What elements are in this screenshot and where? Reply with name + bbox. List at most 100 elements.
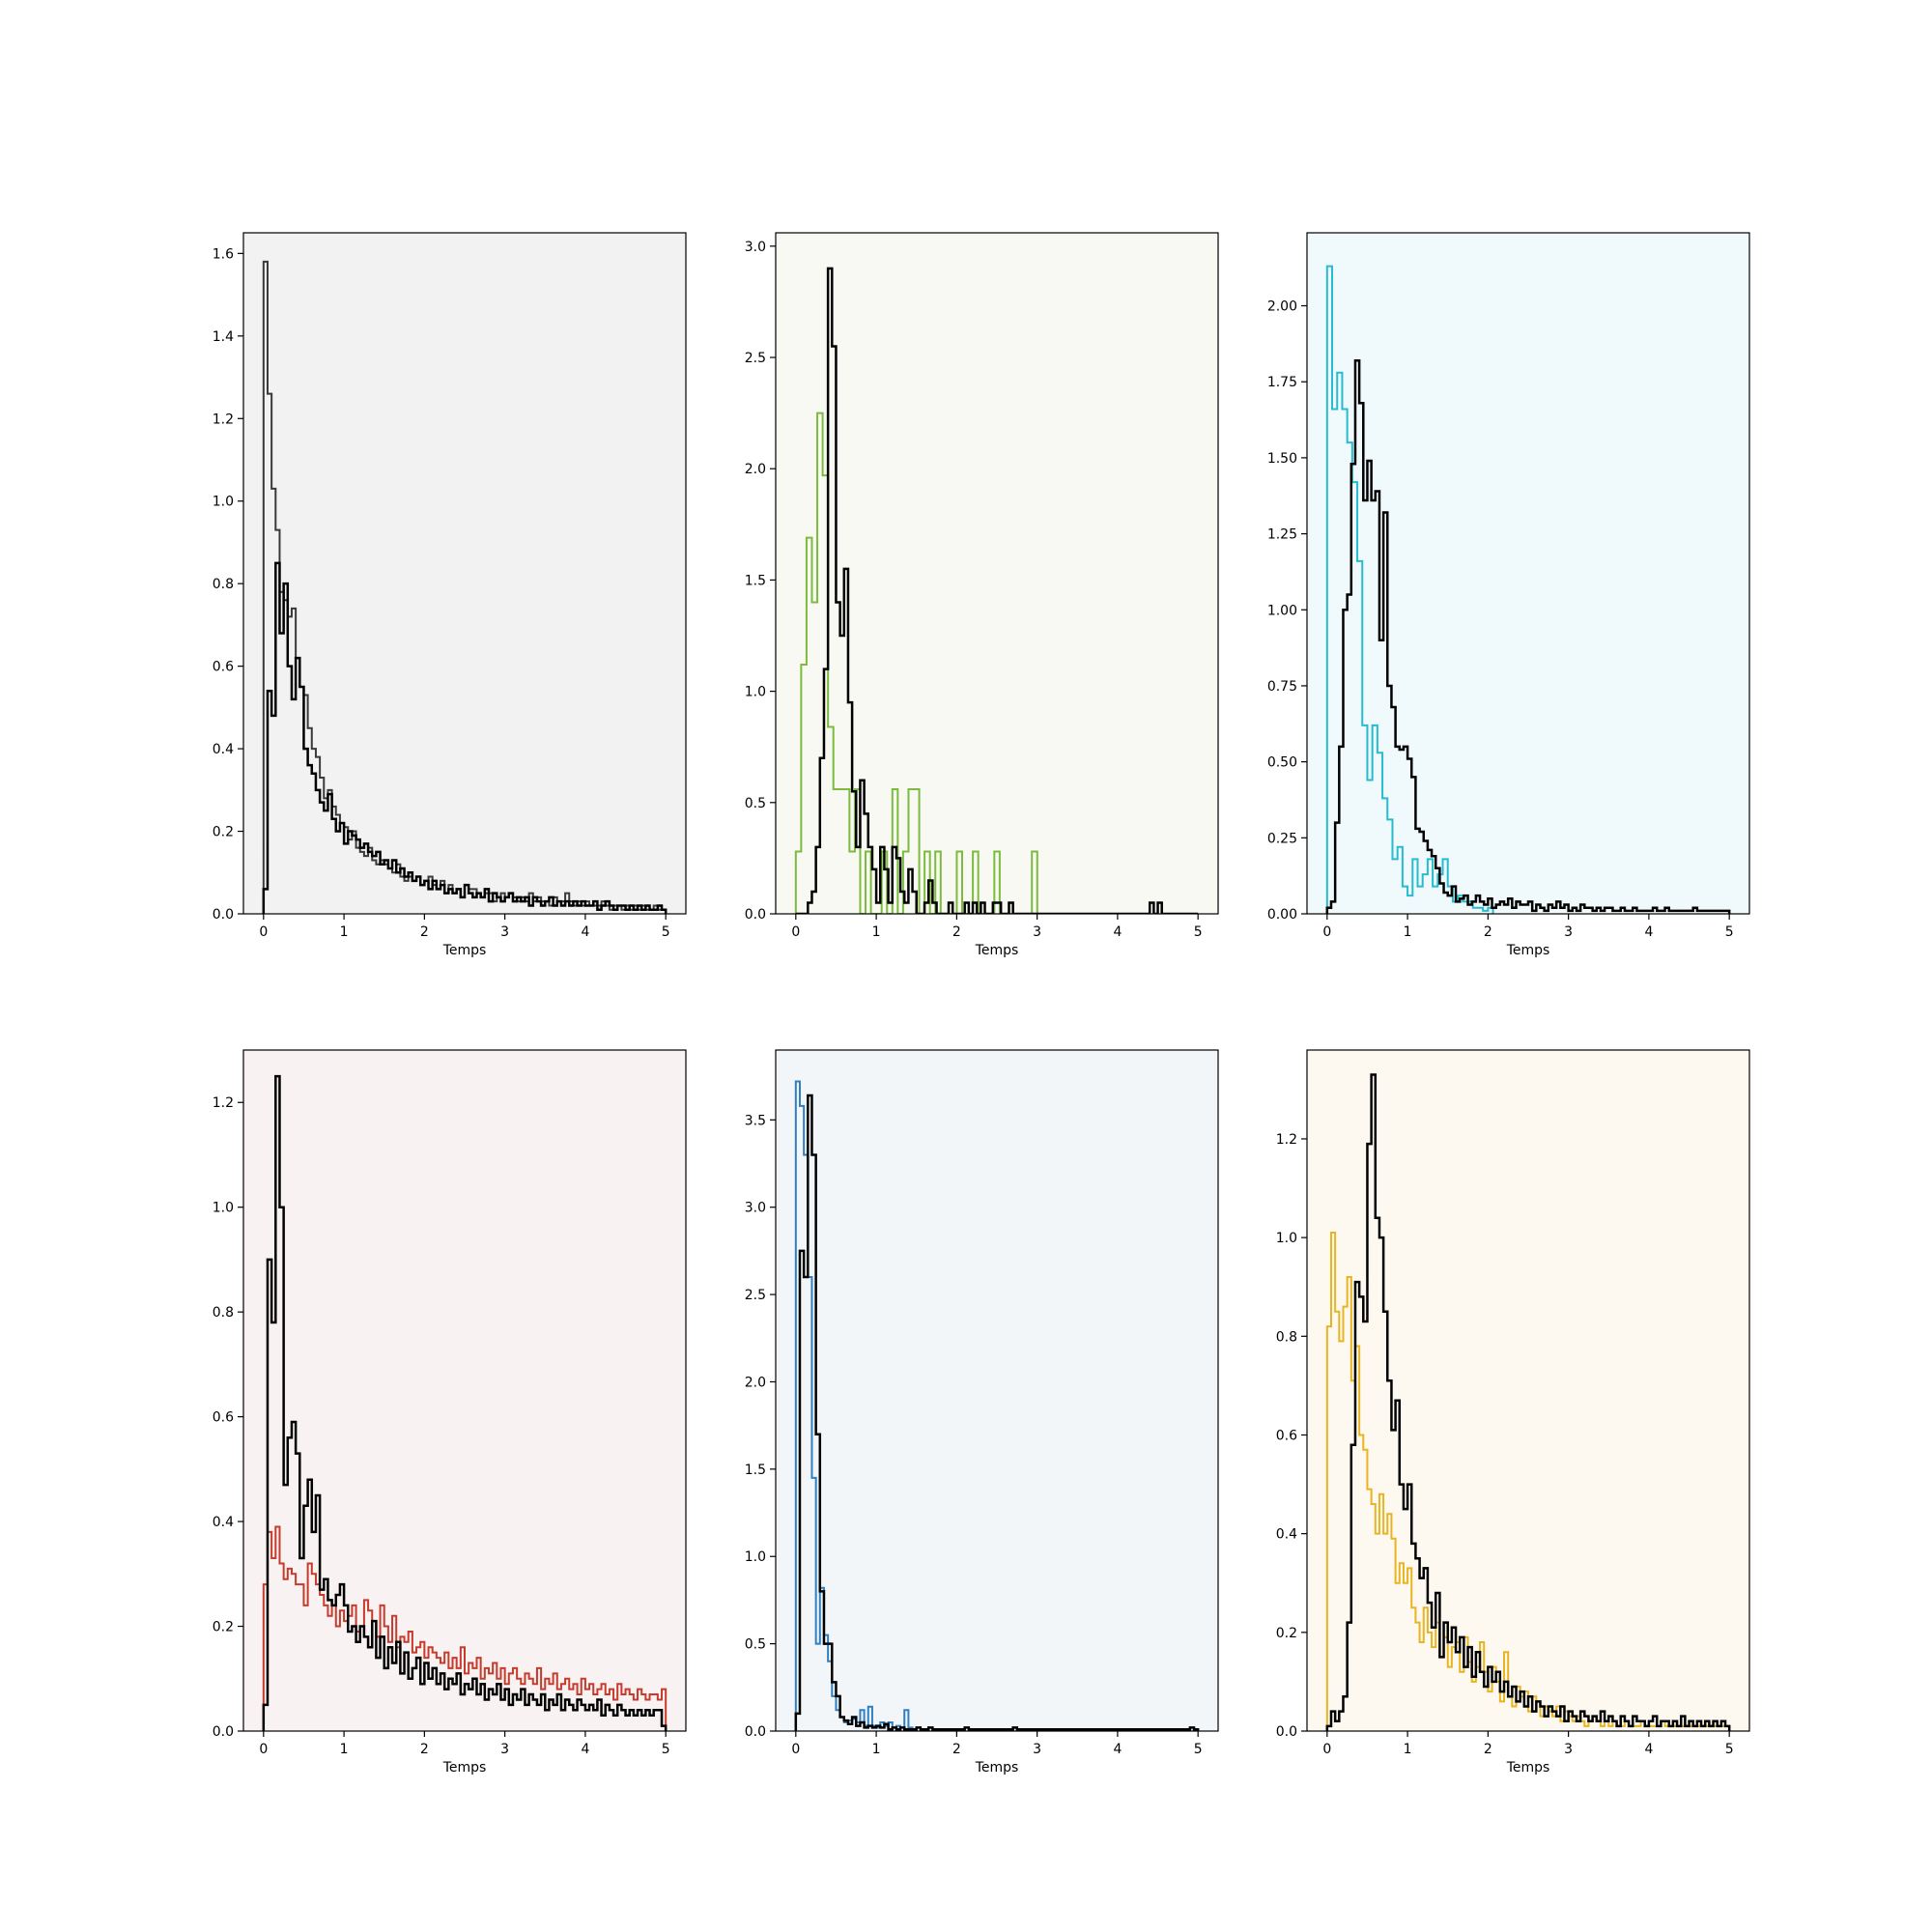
histogram-bin <box>296 658 299 914</box>
y-tick-label: 0.0 <box>213 1724 234 1740</box>
histogram-bin <box>836 602 839 914</box>
histogram-bin <box>327 794 331 914</box>
histogram-bin <box>320 803 324 914</box>
histogram-bin <box>641 1716 645 1731</box>
histogram-bin <box>621 1710 625 1731</box>
histogram-bin <box>824 1644 828 1731</box>
y-tick-label: 1.2 <box>213 412 234 427</box>
histogram-bin <box>865 813 868 914</box>
histogram-bin <box>876 902 880 914</box>
histogram-bin <box>437 1684 440 1731</box>
histogram-bin <box>497 1684 500 1731</box>
series-group <box>794 1080 1200 1731</box>
x-tick-label: 4 <box>1113 924 1122 940</box>
x-tick-label: 0 <box>791 1742 800 1757</box>
histogram-bin <box>485 1699 489 1731</box>
histogram-bin <box>340 1584 344 1731</box>
histogram-bin <box>1363 500 1367 914</box>
histogram-bin <box>284 1485 288 1731</box>
histogram-bin <box>1348 1623 1351 1731</box>
y-tick-label: 0.6 <box>213 1410 234 1426</box>
histogram-bin <box>1331 901 1335 914</box>
histogram-bin <box>299 1558 303 1731</box>
histogram-bin <box>811 892 815 914</box>
histogram-bin <box>1685 1726 1689 1731</box>
histogram-bin <box>1508 898 1512 914</box>
x-tick-label: 5 <box>1194 924 1203 940</box>
histogram-bin <box>461 1694 465 1731</box>
y-tick-label: 1.5 <box>745 573 766 588</box>
histogram-bin <box>327 1600 331 1731</box>
histogram-bin <box>872 869 876 914</box>
y-tick-label: 0.4 <box>1276 1527 1297 1543</box>
histogram-bin <box>1376 1218 1379 1731</box>
histogram-bin <box>1629 1726 1633 1731</box>
x-tick-label: 3 <box>1033 1742 1041 1757</box>
chart-panel-1: 0 1 2 3 4 5 0.0 0.2 0.4 0.6 0.8 1.0 1.2 1.4 1.6 Temps <box>213 232 687 958</box>
histogram-bin <box>352 1627 355 1731</box>
histogram-bin <box>554 905 557 914</box>
histogram-bin <box>1407 1485 1411 1731</box>
histogram-bin <box>332 819 336 914</box>
histogram-bin <box>1339 1712 1343 1731</box>
histogram-bin <box>1500 901 1504 914</box>
histogram-bin <box>880 847 884 914</box>
histogram-bin <box>804 1277 808 1731</box>
histogram-bin <box>1463 895 1467 914</box>
histogram-step-line <box>794 1094 1200 1731</box>
histogram-bin <box>654 1710 658 1731</box>
histogram-bin <box>1472 901 1476 914</box>
histogram-bin <box>376 852 380 914</box>
histogram-bin <box>481 1684 485 1731</box>
plot-area <box>1307 233 1749 914</box>
x-tick-label: 5 <box>1725 924 1734 940</box>
histogram-bin <box>481 897 485 914</box>
x-axis-label: Temps <box>975 1760 1019 1776</box>
histogram-bin <box>275 1076 279 1731</box>
histogram-bin <box>1387 1380 1391 1731</box>
histogram-bin <box>1158 902 1162 914</box>
histogram-bin <box>497 897 500 914</box>
histogram-bin <box>1351 1445 1355 1731</box>
histogram-bin <box>1484 905 1488 914</box>
histogram-bin <box>284 583 288 914</box>
histogram-bin <box>344 1605 348 1731</box>
histogram-bin <box>316 1495 320 1731</box>
histogram-bin <box>582 1705 585 1731</box>
histogram-bin <box>433 881 437 914</box>
histogram-bin <box>973 902 977 914</box>
histogram-bin <box>573 1710 577 1731</box>
histogram-bin <box>1448 895 1452 914</box>
y-tick-label: 2.00 <box>1267 299 1297 315</box>
histogram-bin <box>364 843 368 914</box>
y-tick-label: 3.5 <box>745 1113 766 1128</box>
histogram-bin <box>505 1690 509 1731</box>
histogram-bin <box>610 1710 613 1731</box>
series-group <box>1325 265 1731 914</box>
histogram-bin <box>1569 1712 1573 1731</box>
histogram-bin <box>1524 905 1528 914</box>
histogram-step-line <box>1325 358 1731 914</box>
histogram-bin <box>1339 1341 1343 1731</box>
histogram-bin <box>1456 901 1460 914</box>
histogram-bin <box>1424 840 1428 914</box>
histogram-bin <box>416 877 420 914</box>
histogram-bin <box>650 910 654 914</box>
y-tick-label: 1.0 <box>745 685 766 700</box>
histogram-bin <box>796 851 802 914</box>
histogram-bin <box>884 869 888 914</box>
chart-panel-6: 0 1 2 3 4 5 0.0 0.2 0.4 0.6 0.8 1.0 1.2 Temps <box>1276 1049 1750 1776</box>
x-tick-label: 0 <box>1322 1742 1331 1757</box>
histogram-bin <box>796 1714 800 1731</box>
histogram-bin <box>932 902 936 914</box>
histogram-bin <box>1383 513 1387 914</box>
histogram-bin <box>1335 823 1339 914</box>
histogram-bin <box>409 872 412 914</box>
histogram-bin <box>521 1690 525 1731</box>
histogram-bin <box>597 910 601 914</box>
histogram-bin <box>1665 908 1669 914</box>
histogram-bin <box>1391 707 1395 914</box>
histogram-bin <box>500 901 504 914</box>
histogram-bin <box>1548 905 1552 914</box>
histogram-bin <box>860 781 864 914</box>
